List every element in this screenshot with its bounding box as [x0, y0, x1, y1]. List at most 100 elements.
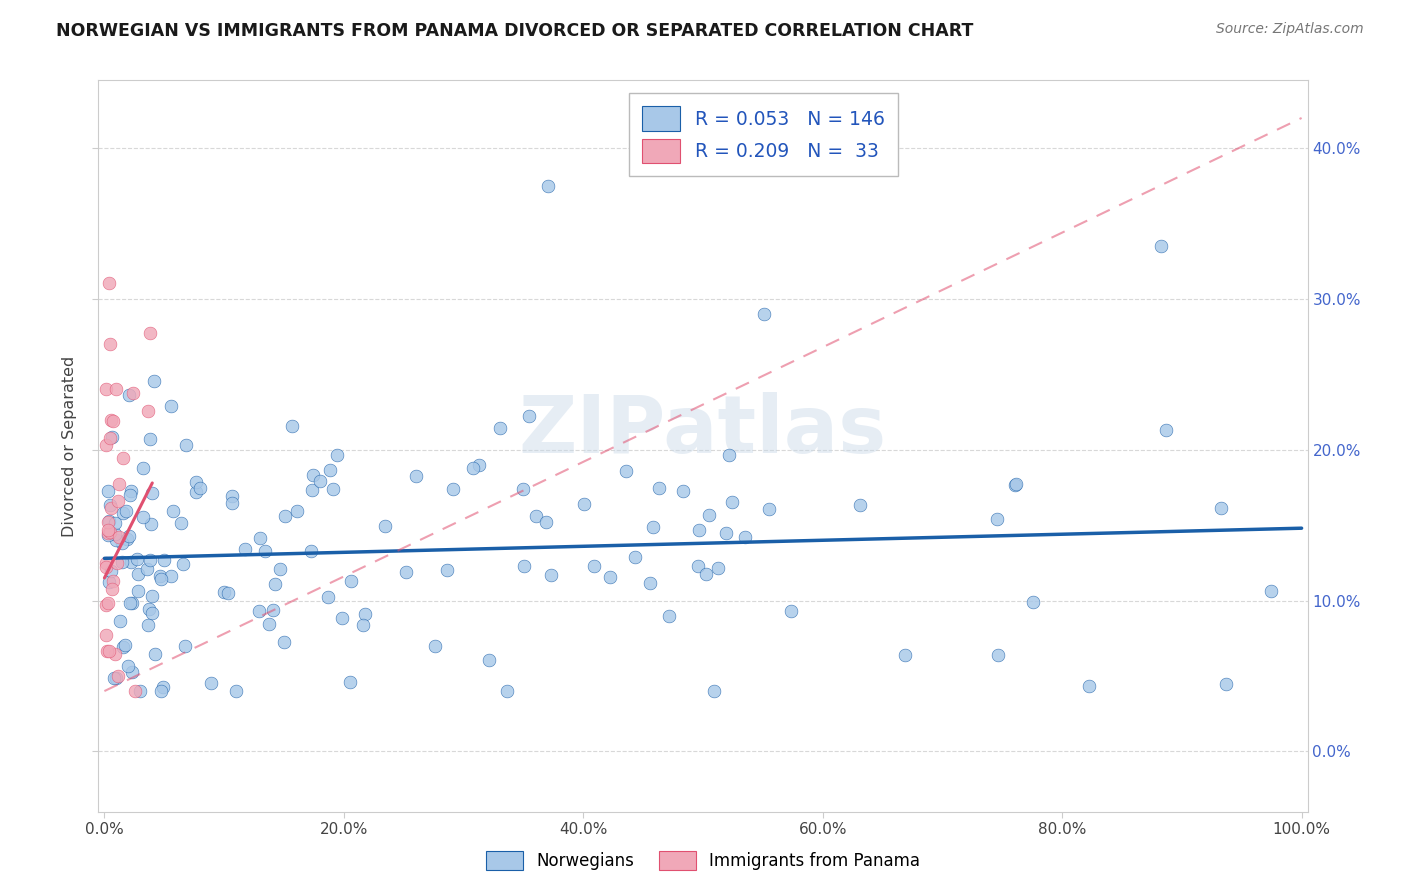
Point	[254, 544, 277, 558]
Point	[273, 634, 295, 648]
Point	[894, 648, 917, 663]
Point	[461, 460, 484, 475]
Point	[103, 672, 125, 686]
Point	[688, 523, 710, 537]
Point	[118, 529, 141, 543]
Point	[170, 516, 193, 531]
Point	[316, 590, 339, 604]
Point	[112, 451, 135, 466]
Point	[94, 628, 117, 642]
Point	[138, 553, 160, 567]
Point	[176, 438, 198, 452]
Point	[138, 602, 160, 616]
Point	[101, 430, 124, 444]
Point	[1150, 239, 1173, 253]
Point	[695, 567, 717, 582]
Point	[141, 486, 163, 500]
Point	[143, 647, 166, 661]
Point	[647, 481, 669, 495]
Point	[97, 525, 120, 540]
Point	[1215, 677, 1237, 691]
Point	[1154, 423, 1177, 437]
Point	[441, 482, 464, 496]
Point	[150, 684, 173, 698]
Point	[1005, 477, 1028, 491]
Point	[101, 582, 124, 596]
Point	[758, 502, 780, 516]
Point	[217, 586, 239, 600]
Point	[524, 508, 547, 523]
Point	[641, 520, 664, 534]
Point	[104, 671, 127, 685]
Point	[717, 448, 740, 462]
Point	[225, 684, 247, 698]
Point	[103, 574, 125, 588]
Point	[97, 484, 120, 499]
Point	[752, 307, 775, 321]
Point	[107, 530, 129, 544]
Point	[1078, 679, 1101, 693]
Y-axis label: Divorced or Separated: Divorced or Separated	[62, 355, 77, 537]
Point	[308, 475, 330, 489]
Point	[200, 676, 222, 690]
Point	[98, 524, 121, 539]
Legend: R = 0.053   N = 146, R = 0.209   N =  33: R = 0.053 N = 146, R = 0.209 N = 33	[628, 94, 898, 177]
Point	[614, 464, 637, 478]
Point	[136, 403, 159, 417]
Point	[405, 469, 427, 483]
Point	[160, 569, 183, 583]
Point	[127, 552, 149, 566]
Point	[496, 684, 519, 698]
Point	[97, 644, 120, 658]
Point	[117, 658, 139, 673]
Point	[714, 525, 737, 540]
Point	[104, 533, 127, 547]
Point	[572, 498, 595, 512]
Point	[104, 647, 127, 661]
Point	[301, 483, 323, 498]
Text: NORWEGIAN VS IMMIGRANTS FROM PANAMA DIVORCED OR SEPARATED CORRELATION CHART: NORWEGIAN VS IMMIGRANTS FROM PANAMA DIVO…	[56, 22, 973, 40]
Text: ZIPatlas: ZIPatlas	[519, 392, 887, 470]
Point	[141, 606, 163, 620]
Point	[436, 563, 458, 577]
Legend: Norwegians, Immigrants from Panama: Norwegians, Immigrants from Panama	[479, 844, 927, 877]
Point	[1209, 501, 1232, 516]
Point	[97, 524, 120, 538]
Point	[96, 383, 118, 397]
Point	[111, 536, 134, 550]
Point	[734, 530, 756, 544]
Point	[263, 577, 285, 591]
Point	[122, 386, 145, 401]
Point	[103, 516, 125, 530]
Point	[721, 495, 744, 509]
Point	[98, 431, 121, 445]
Point	[96, 560, 118, 574]
Point	[188, 481, 211, 495]
Point	[98, 574, 121, 589]
Point	[330, 610, 353, 624]
Point	[184, 484, 207, 499]
Point	[624, 550, 647, 565]
Point	[536, 515, 558, 529]
Point	[153, 552, 176, 566]
Point	[1004, 478, 1026, 492]
Point	[136, 561, 159, 575]
Point	[354, 607, 377, 621]
Point	[302, 468, 325, 483]
Point	[121, 665, 143, 680]
Point	[142, 374, 165, 388]
Point	[132, 509, 155, 524]
Point	[707, 561, 730, 575]
Point	[697, 508, 720, 522]
Point	[780, 605, 803, 619]
Point	[214, 585, 236, 599]
Point	[848, 498, 870, 512]
Point	[101, 414, 124, 428]
Point	[127, 567, 149, 582]
Point	[111, 506, 134, 520]
Point	[97, 516, 120, 530]
Point	[262, 603, 284, 617]
Point	[118, 387, 141, 401]
Point	[96, 644, 118, 658]
Point	[129, 684, 152, 698]
